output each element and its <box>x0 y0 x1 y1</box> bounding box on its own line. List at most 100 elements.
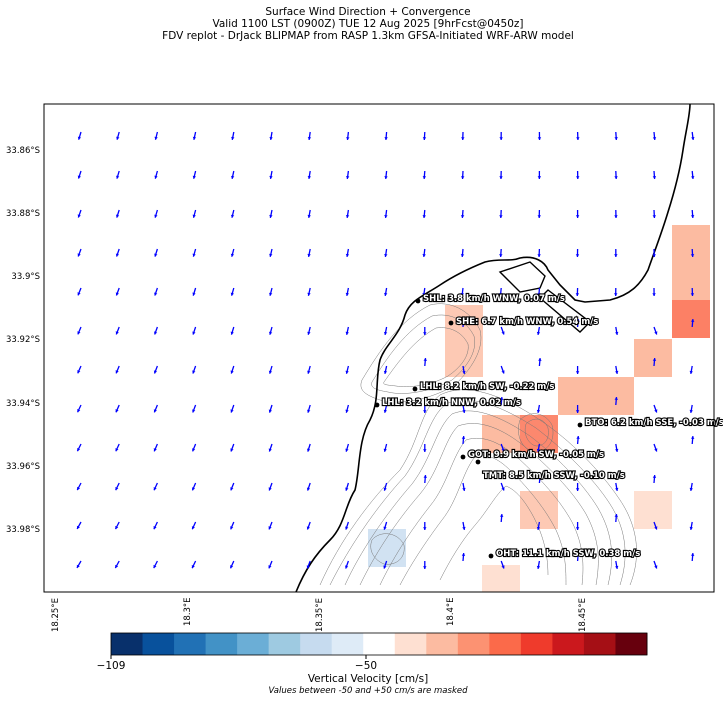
wind-arrow-head <box>383 565 387 569</box>
colorbar-title: Vertical Velocity [cm/s] <box>307 673 429 685</box>
wind-arrow-head <box>501 448 505 452</box>
wind-arrow-head <box>307 331 311 335</box>
station-dot-bto <box>577 422 583 428</box>
wind-arrow-head <box>230 370 234 374</box>
wind-arrow-head <box>654 565 658 569</box>
wind-arrow-head <box>230 331 234 335</box>
vv-cell <box>445 305 483 377</box>
wind-arrow-head <box>461 319 466 322</box>
wind-arrow-head <box>384 215 388 218</box>
station-dot-lhl <box>412 386 418 392</box>
wind-arrow-head <box>384 137 388 140</box>
breakwater <box>538 289 592 333</box>
wind-arrow-head <box>268 487 272 491</box>
wind-arrow-head <box>536 409 541 413</box>
wind-arrow-head <box>153 370 158 374</box>
wind-arrow-head <box>538 358 542 361</box>
lon-tick-label: 18.25°E <box>51 598 61 632</box>
station-label-she: SHE: 6.7 km/h WNW, 0.54 m/s <box>456 317 598 327</box>
wind-arrow-head <box>306 526 310 530</box>
wind-arrow-head <box>153 564 157 569</box>
wind-arrow-head <box>614 137 618 140</box>
colorbar-swatch <box>615 633 648 655</box>
wind-arrow-head <box>231 175 235 179</box>
wind-arrow-head <box>690 254 695 257</box>
wind-arrow-head <box>383 331 388 335</box>
wind-arrow-head <box>615 487 619 491</box>
wind-arrow-head <box>76 564 80 568</box>
wind-arrow-head <box>423 566 427 569</box>
wind-arrow-head <box>230 214 235 218</box>
wind-arrows <box>76 131 695 569</box>
wind-arrow-head <box>345 526 349 530</box>
wind-arrow-head <box>536 565 541 569</box>
colorbar-swatch <box>457 633 490 655</box>
wind-arrow-head <box>536 526 541 530</box>
wind-arrow-head <box>537 293 541 296</box>
wind-arrow-head <box>423 449 427 452</box>
wind-arrow-head <box>652 137 657 140</box>
vv-cell <box>672 300 710 338</box>
wind-arrow-head <box>499 137 503 140</box>
wind-arrow-head <box>576 176 580 179</box>
wind-arrow-head <box>501 565 505 569</box>
wind-arrow-head <box>654 526 658 530</box>
wind-arrow-head <box>269 253 273 257</box>
wind-arrow-head <box>77 292 81 296</box>
wind-arrow-head <box>345 487 349 491</box>
wind-arrow-head <box>576 319 580 322</box>
wind-arrow-head <box>77 370 81 374</box>
wind-arrow-head <box>499 293 503 296</box>
vv-cell <box>634 339 672 377</box>
wind-arrow-head <box>76 525 80 529</box>
wind-arrow-head <box>192 331 196 335</box>
lat-tick-label: 33.96°S <box>6 462 40 472</box>
wind-arrow-head <box>345 292 350 296</box>
wind-arrow-head <box>192 448 196 452</box>
colorbar-swatch <box>268 633 301 655</box>
wind-arrow-head <box>77 214 81 218</box>
wind-arrow-head <box>307 175 312 179</box>
colorbar-frame <box>110 632 648 656</box>
wind-arrow-head <box>537 137 542 140</box>
wind-arrow-head <box>192 253 196 257</box>
wind-arrow-head <box>268 331 273 335</box>
lat-tick-label: 33.86°S <box>6 146 40 156</box>
wind-arrow-head <box>307 409 311 413</box>
wind-arrow-head <box>115 564 119 569</box>
station-markers: SHL: 3.8 km/h WNW, 0.07 m/s SHE: 6.7 km/… <box>374 293 723 560</box>
colorbar-swatch <box>174 633 207 655</box>
colorbar-swatch <box>520 633 553 655</box>
wind-arrow-head <box>383 370 388 374</box>
station-dot-oht <box>488 553 494 559</box>
wind-arrow-head <box>191 565 195 569</box>
wind-arrow-head <box>307 253 311 257</box>
wind-arrow-head <box>460 215 465 218</box>
colorbar-swatch <box>552 633 585 655</box>
vv-cell <box>482 415 520 453</box>
wind-arrow-head <box>652 475 657 478</box>
wind-arrow-head <box>345 448 349 452</box>
wind-arrow-head <box>192 292 196 296</box>
wind-arrow-head <box>231 136 235 140</box>
wind-arrow-head <box>499 254 503 257</box>
wind-arrow-head <box>153 448 157 452</box>
wind-arrow-head <box>614 215 618 218</box>
wind-arrow-head <box>576 436 580 439</box>
lat-tick-label: 33.94°S <box>6 399 40 409</box>
wind-arrow-head <box>115 253 120 257</box>
colorbar-swatch <box>142 633 175 655</box>
wind-arrow-head <box>575 527 580 530</box>
wind-arrow-head <box>115 409 119 413</box>
coastline <box>295 103 691 593</box>
wind-arrow-head <box>536 331 541 335</box>
wind-arrow-head <box>154 136 158 140</box>
wind-arrow-head <box>115 292 119 296</box>
wind-arrow-head <box>384 292 388 296</box>
chart-source: FDV replot - DrJack BLIPMAP from RASP 1.… <box>162 30 574 42</box>
wind-arrow-head <box>383 487 387 491</box>
wind-arrow-head <box>230 487 234 491</box>
colorbar <box>110 632 648 659</box>
terrain-contours <box>319 303 637 586</box>
wind-arrow-head <box>654 331 658 335</box>
